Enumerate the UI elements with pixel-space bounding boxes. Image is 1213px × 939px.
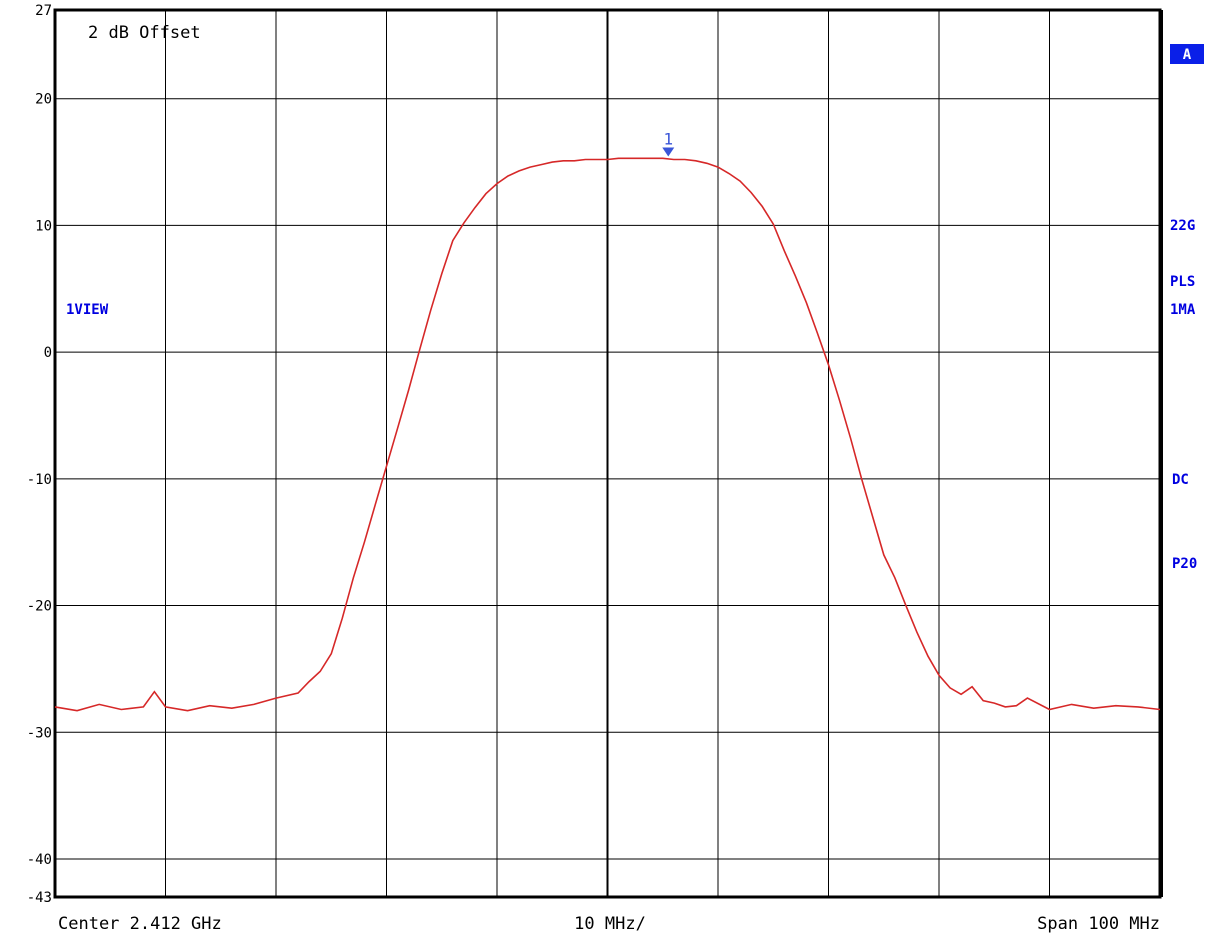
y-tick-label: 10 [35,218,52,234]
y-tick-label: 20 [35,92,52,108]
division-label: 10 MHz/ [574,914,646,934]
marker-label: 1 [663,129,673,148]
trace-a-badge[interactable] [1170,44,1204,64]
left-view-label: 1VIEW [66,302,109,318]
side-label-22g: 22G [1170,218,1195,234]
grid [55,10,1160,897]
span-label: Span 100 MHz [1037,914,1160,934]
y-tick-label: -43 [27,890,52,906]
y-tick-label: -20 [27,599,52,615]
trace-a-badge-label: A [1183,47,1192,63]
plot-frame [53,8,1162,899]
y-tick-label: -30 [27,725,52,741]
y-tick-label: 27 [35,3,52,19]
side-label-pls: PLS [1170,274,1195,290]
side-label-dc: DC [1172,472,1189,488]
side-label-p20: P20 [1172,556,1197,572]
marker-triangle-icon [662,147,675,157]
y-tick-labels: 27 20 10 0 -10 -20 -30 -40 -43 [27,3,52,906]
y-tick-label: -10 [27,472,52,488]
spectrum-trace [54,157,1161,712]
y-tick-label: 0 [44,345,52,361]
y-tick-label: -40 [27,852,52,868]
center-frequency-label: Center 2.412 GHz [58,914,222,934]
right-frame-line [1161,10,1163,897]
offset-annotation: 2 dB Offset [88,23,201,43]
right-sidebar: A 22G PLS 1MA DC P20 [1170,44,1204,572]
side-label-1ma: 1MA [1170,302,1196,318]
